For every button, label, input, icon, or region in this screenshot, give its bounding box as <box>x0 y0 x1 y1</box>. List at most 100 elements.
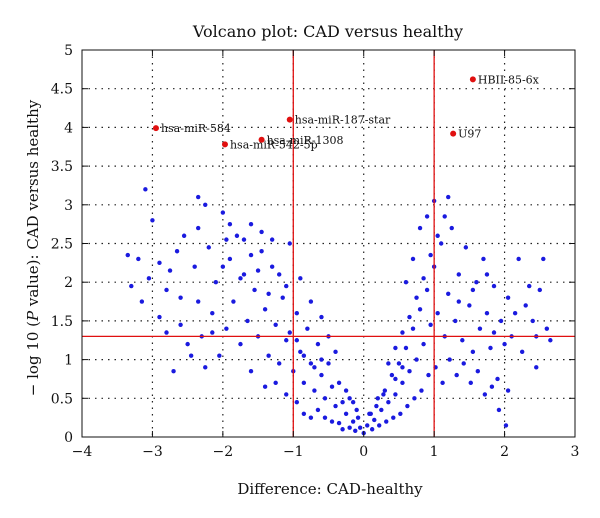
data-point <box>468 380 473 386</box>
data-point <box>326 361 331 366</box>
data-point <box>224 326 229 331</box>
data-point <box>484 310 490 316</box>
data-point <box>381 392 386 397</box>
data-point <box>393 345 398 351</box>
data-point <box>470 287 476 293</box>
data-point <box>426 372 431 378</box>
data-point <box>139 299 145 304</box>
data-point <box>405 403 410 409</box>
data-point <box>287 241 292 246</box>
data-point <box>470 349 476 355</box>
data-point <box>312 365 317 370</box>
data-point <box>146 276 152 281</box>
data-point <box>347 425 352 430</box>
data-point <box>340 399 345 405</box>
data-point <box>185 341 190 347</box>
data-point <box>456 272 461 277</box>
data-point <box>367 411 372 416</box>
data-point <box>287 330 292 335</box>
data-point <box>454 372 459 378</box>
data-point <box>428 322 433 327</box>
data-point <box>424 214 430 219</box>
data-point <box>530 318 535 324</box>
data-point <box>210 310 215 316</box>
data-point <box>412 396 417 401</box>
data-point <box>262 307 268 312</box>
data-point <box>266 353 271 358</box>
data-point <box>343 411 349 416</box>
data-point <box>417 307 423 312</box>
data-point <box>203 365 208 370</box>
data-point <box>541 256 546 262</box>
y-axis-label: − log 10 (P value): CAD versus healthy <box>24 99 42 396</box>
data-point <box>294 338 300 343</box>
data-point <box>217 353 222 358</box>
data-point <box>496 407 502 413</box>
data-point <box>294 399 300 405</box>
data-point <box>379 407 384 413</box>
data-point <box>369 427 375 432</box>
highlight-label: hsa-miR-584 <box>161 122 231 135</box>
data-point <box>262 384 268 389</box>
highlight-label: hsa-miR-542-5p <box>230 138 318 151</box>
highlight-label: hsa-miR-187-star <box>295 114 391 127</box>
data-point <box>277 272 282 277</box>
gridlines <box>82 50 575 437</box>
data-point <box>353 428 358 434</box>
data-point <box>284 338 289 343</box>
x-tick-label: 1 <box>430 444 439 460</box>
data-point <box>238 276 243 281</box>
axis-ticks: −4 −3 −2 −1 0 1 2 3 0 0.5 1 1.5 2 2.5 3 3.5 4 4.5 5 <box>51 43 580 460</box>
data-point <box>252 287 257 293</box>
x-tick-label: 3 <box>571 444 580 460</box>
data-point <box>505 295 511 300</box>
data-point <box>248 252 254 258</box>
data-point <box>315 407 321 413</box>
data-point <box>438 241 444 246</box>
data-point <box>357 425 363 430</box>
plot-frame <box>81 49 576 438</box>
data-point <box>136 256 141 262</box>
data-point <box>475 369 481 374</box>
data-point <box>129 283 134 289</box>
data-point <box>446 291 451 297</box>
data-point <box>527 283 532 289</box>
data-point <box>312 388 317 393</box>
y-tick-label: 3.5 <box>51 159 73 175</box>
data-point <box>372 417 377 423</box>
y-tick-label: 4 <box>64 120 73 136</box>
y-axis-label-prefix: − log 10 ( <box>24 321 42 396</box>
data-point <box>196 194 201 200</box>
data-point <box>284 392 289 397</box>
data-point <box>502 341 507 347</box>
y-tick-label: 0.5 <box>51 391 73 407</box>
data-point <box>512 310 518 316</box>
data-point <box>174 249 180 254</box>
x-tick-label: 0 <box>359 444 368 460</box>
data-point <box>248 369 254 374</box>
highlight-label: U97 <box>458 128 481 141</box>
data-point <box>350 419 356 424</box>
data-point <box>164 330 169 335</box>
data-point <box>248 221 254 227</box>
data-point <box>188 353 194 358</box>
data-point <box>301 353 307 358</box>
data-point <box>400 365 405 370</box>
data-point <box>442 214 447 219</box>
x-tick-label: −2 <box>213 444 234 460</box>
data-point <box>488 345 493 351</box>
data-point <box>273 380 278 386</box>
data-point <box>544 326 550 331</box>
data-point <box>407 314 412 320</box>
data-point <box>417 225 423 231</box>
data-point <box>343 388 349 393</box>
data-point <box>403 345 409 351</box>
data-point <box>537 287 542 293</box>
data-point <box>410 256 416 262</box>
highlight-label: HBII-85-6x <box>478 73 540 86</box>
data-point <box>255 268 261 273</box>
data-point <box>498 318 504 324</box>
data-point <box>534 365 539 370</box>
data-point <box>273 322 278 327</box>
highlight-point <box>152 125 159 132</box>
